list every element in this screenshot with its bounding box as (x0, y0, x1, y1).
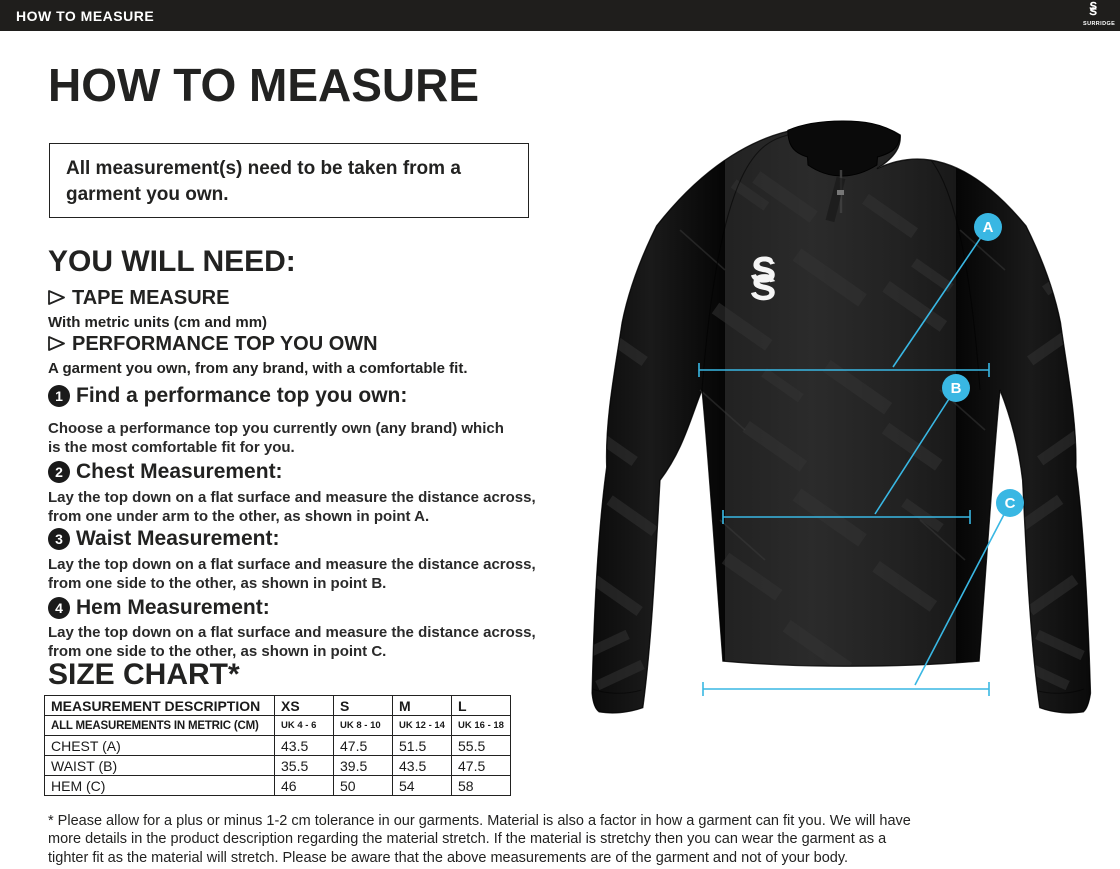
svg-text:B: B (951, 380, 962, 397)
svg-text:C: C (1005, 495, 1016, 512)
svg-text:A: A (983, 219, 994, 236)
